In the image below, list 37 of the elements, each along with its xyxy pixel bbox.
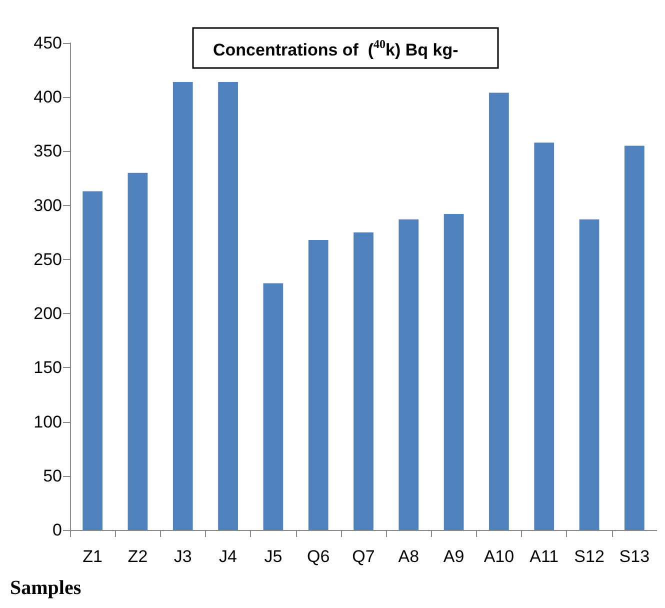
- bar: [534, 142, 554, 530]
- y-tick-label: 0: [52, 520, 62, 540]
- y-tick-label: 450: [34, 34, 62, 52]
- bar: [624, 146, 644, 530]
- y-tick-label: 150: [34, 358, 62, 378]
- x-tick-label: Q7: [352, 547, 375, 566]
- y-tick-label: 300: [34, 196, 62, 215]
- bar: [489, 92, 509, 530]
- x-tick-label: A9: [443, 547, 464, 566]
- bar: [82, 191, 103, 530]
- y-tick-label: 250: [34, 250, 62, 269]
- bar: [354, 232, 374, 530]
- x-tick-label: Z1: [82, 547, 102, 566]
- y-tick-label: 50: [43, 466, 62, 486]
- bar: [444, 214, 464, 530]
- bar: [398, 219, 419, 530]
- bar: [579, 219, 600, 530]
- x-tick-label: J4: [219, 547, 238, 566]
- x-tick-label: J3: [174, 547, 192, 566]
- y-tick-label: 200: [34, 304, 62, 324]
- x-tick-label: A8: [398, 547, 420, 566]
- bar: [263, 283, 284, 530]
- bar: [218, 82, 238, 530]
- x-tick-label: J5: [264, 547, 282, 566]
- bar: [308, 240, 328, 530]
- x-tick-label: S12: [574, 547, 604, 566]
- x-tick-label: A10: [484, 547, 514, 566]
- x-tick-label: S13: [619, 547, 650, 566]
- x-tick-label: Q6: [307, 547, 330, 566]
- bar: [172, 82, 193, 530]
- x-axis-title: Samples: [10, 577, 82, 599]
- x-tick-label: Z2: [128, 547, 148, 566]
- y-tick-label: 100: [34, 412, 62, 432]
- x-tick-label: A11: [530, 547, 559, 566]
- bar: [128, 172, 148, 530]
- y-tick-label: 350: [34, 142, 62, 161]
- y-tick-label: 400: [34, 88, 62, 107]
